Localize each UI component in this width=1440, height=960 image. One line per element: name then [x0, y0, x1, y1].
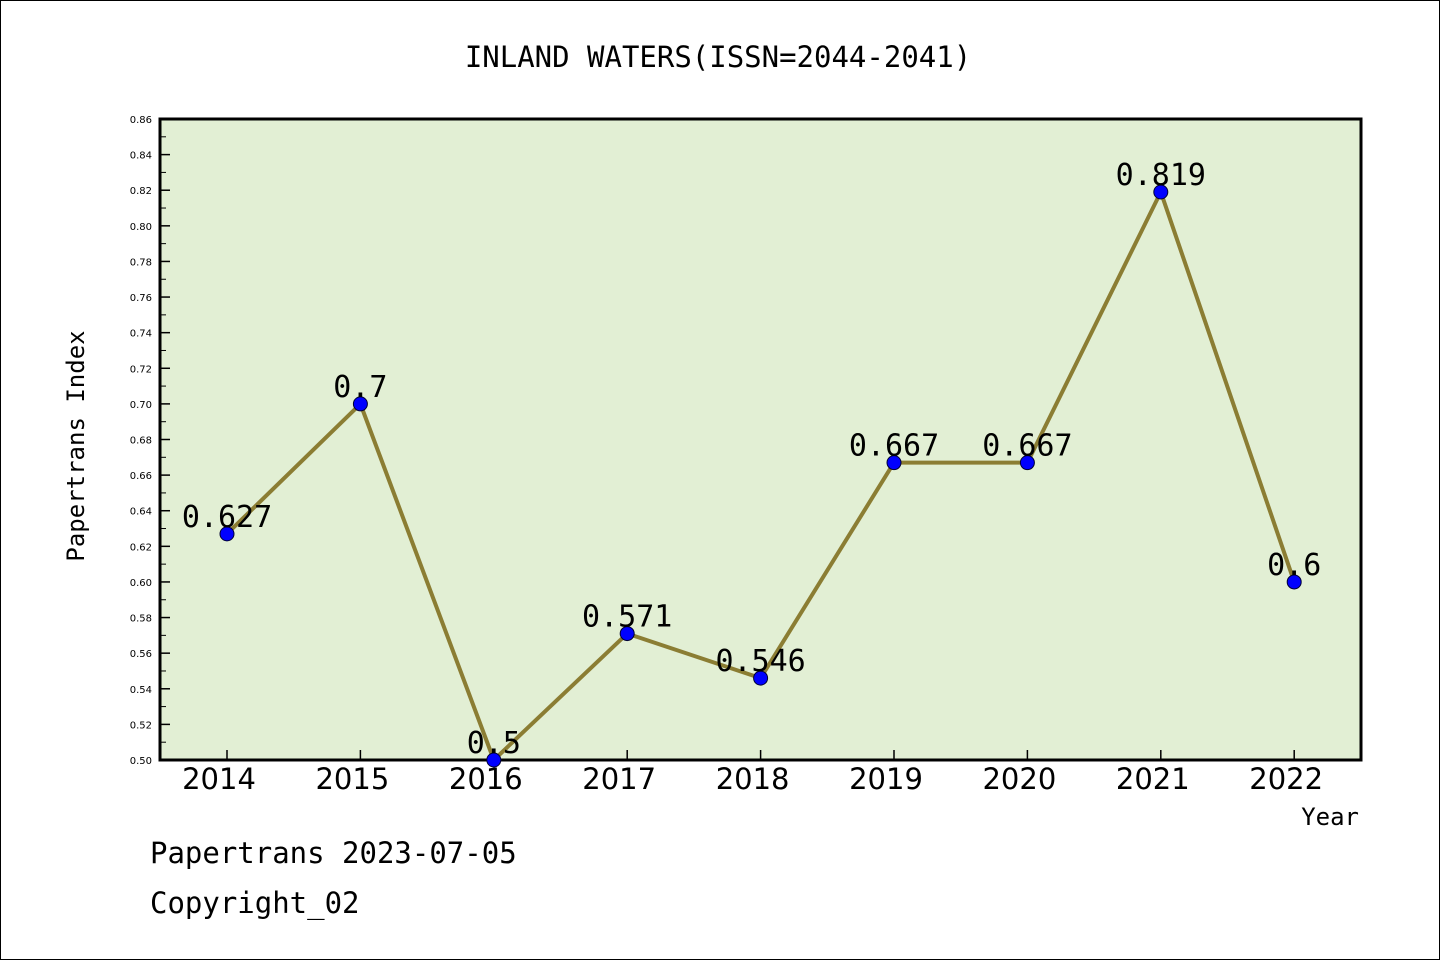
y-axis-label: Papertrans Index: [62, 330, 90, 561]
y-tick-label: 0.52: [130, 720, 152, 731]
y-tick-label: 0.72: [130, 364, 152, 375]
x-tick-label: 2017: [582, 762, 656, 796]
data-label: 0.5: [467, 726, 521, 761]
data-label: 0.6: [1267, 548, 1321, 583]
series-line-segment: [625, 631, 763, 681]
chart-title: INLAND WATERS(ISSN=2044-2041): [465, 40, 971, 74]
y-tick-label: 0.62: [130, 542, 152, 553]
x-tick-label: 2019: [849, 762, 923, 796]
x-tick-label: 2014: [182, 762, 256, 796]
series-line-segment: [491, 631, 630, 762]
data-label: 0.7: [333, 370, 387, 405]
y-tick-label: 0.78: [130, 257, 152, 268]
data-label: 0.667: [849, 429, 939, 464]
footer-date: Papertrans 2023-07-05: [150, 836, 517, 870]
y-tick-label: 0.56: [130, 649, 152, 660]
data-point: [352, 396, 368, 412]
data-point: [619, 626, 635, 642]
data-point: [753, 670, 769, 686]
data-labels: 0.627 0.7 0.5 0.571 0.546 0.667 0.667 0.819 0.6: [182, 158, 1321, 761]
x-axis-label: Year: [1301, 803, 1359, 831]
x-tick-label: 2018: [716, 762, 790, 796]
x-tick-label: 2015: [315, 762, 389, 796]
data-label: 0.819: [1116, 158, 1206, 193]
x-tick-label: 2022: [1249, 762, 1323, 796]
x-tick-label: 2020: [982, 762, 1056, 796]
data-point: [1286, 574, 1302, 590]
y-tick-label: 0.82: [130, 186, 152, 197]
series-line-segment: [225, 401, 363, 536]
x-axis: 2014 2015 2016 2017 2018 2019 2020 2021 2022: [182, 750, 1323, 796]
data-label: 0.667: [982, 429, 1072, 464]
series-line-segment: [1025, 190, 1163, 465]
series-line-segment: [358, 401, 496, 762]
y-tick-label: 0.84: [130, 151, 152, 162]
y-tick-label: 0.68: [130, 436, 152, 447]
data-point: [486, 752, 502, 768]
data-point: [1153, 184, 1169, 200]
x-tick-label: 2016: [449, 762, 523, 796]
y-tick-label: 0.70: [130, 400, 152, 411]
data-point: [1019, 455, 1035, 471]
markers: [219, 184, 1302, 768]
data-point: [886, 455, 902, 471]
data-label: 0.546: [715, 644, 805, 679]
y-tick-label: 0.66: [130, 471, 152, 482]
y-tick-label: 0.74: [130, 329, 152, 340]
series-line: [225, 190, 1297, 762]
data-label: 0.571: [582, 600, 672, 635]
data-label: 0.627: [182, 500, 272, 535]
y-tick-label: 0.86: [130, 115, 152, 126]
x-tick-label: 2021: [1116, 762, 1190, 796]
plot-area: [158, 117, 1363, 762]
y-axis: 0.50 0.52 0.54 0.56 0.58 0.60 0.62 0.64 0.66 0.68…: [130, 115, 170, 767]
y-tick-label: 0.64: [130, 507, 152, 518]
footer-copyright: Copyright_02: [150, 886, 360, 920]
y-tick-label: 0.60: [130, 578, 152, 589]
y-tick-label: 0.54: [130, 685, 152, 696]
series-line-segment: [1158, 190, 1297, 584]
data-point: [219, 526, 235, 542]
y-tick-label: 0.58: [130, 614, 152, 625]
y-tick-label: 0.76: [130, 293, 152, 304]
y-tick-label: 0.80: [130, 222, 152, 233]
series-line-segment: [758, 460, 896, 681]
y-tick-label: 0.50: [130, 756, 152, 767]
